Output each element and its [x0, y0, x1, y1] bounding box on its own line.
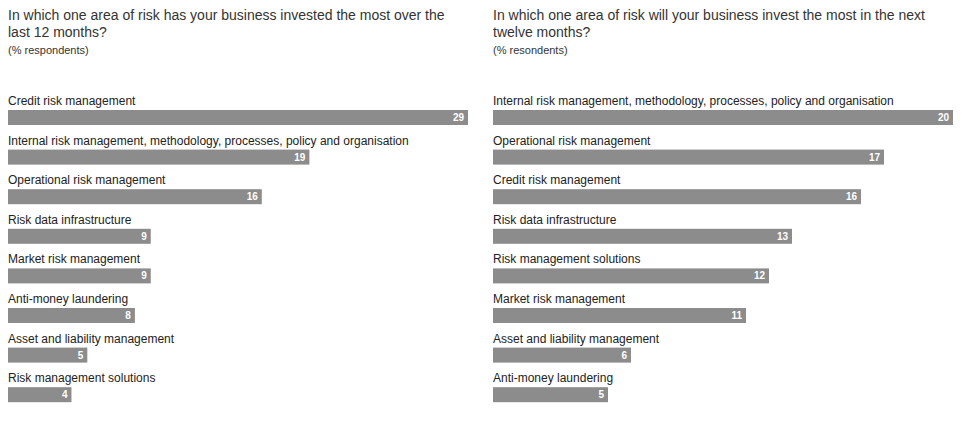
bar [8, 189, 262, 204]
title-line: last 12 months? [8, 24, 107, 40]
chart-canvas: In which one area of risk has your busin… [0, 0, 969, 422]
data-label: 4 [62, 389, 68, 400]
bar [8, 150, 309, 165]
category-label: Operational risk management [8, 173, 166, 187]
title-line: In which one area of risk has your busin… [8, 7, 445, 23]
category-label: Credit risk management [493, 173, 621, 187]
bar [493, 189, 861, 204]
data-labels: 20 17 16 13 12 11 6 5 [598, 112, 949, 400]
bar [493, 229, 792, 244]
chart-subtitle: (% resondents) [493, 44, 568, 56]
data-label: 13 [777, 231, 789, 242]
category-labels: Internal risk management, methodology, p… [493, 94, 894, 385]
data-label: 29 [453, 112, 465, 123]
category-label: Risk management solutions [493, 252, 640, 266]
chart-panel: In which one area of risk has your busin… [8, 7, 468, 402]
data-label: 12 [754, 270, 766, 281]
chart-subtitle: (% respondents) [8, 44, 89, 56]
category-label: Anti-money laundering [493, 371, 613, 385]
title-line: In which one area of risk will your busi… [493, 7, 925, 23]
category-label: Asset and liability management [493, 332, 660, 346]
data-label: 6 [621, 350, 627, 361]
chart-title: In which one area of risk will your busi… [493, 7, 925, 40]
category-label: Internal risk management, methodology, p… [8, 134, 409, 148]
bar [8, 229, 151, 244]
category-label: Market risk management [493, 292, 626, 306]
bar [8, 268, 151, 283]
data-label: 5 [78, 350, 84, 361]
data-label: 11 [731, 310, 742, 321]
category-label: Risk management solutions [8, 371, 155, 385]
data-label: 19 [294, 152, 306, 163]
bar [8, 348, 87, 363]
category-label: Market risk management [8, 252, 141, 266]
data-label: 16 [846, 191, 858, 202]
bar [493, 268, 769, 283]
bar [493, 348, 631, 363]
chart-title: In which one area of risk has your busin… [8, 7, 445, 40]
bar [493, 150, 884, 165]
bars [8, 110, 468, 402]
category-label: Anti-money laundering [8, 292, 128, 306]
data-label: 17 [869, 152, 881, 163]
bar [8, 308, 135, 323]
category-label: Risk data infrastructure [493, 213, 617, 227]
chart-panel: In which one area of risk will your busi… [493, 7, 953, 402]
category-label: Asset and liability management [8, 332, 175, 346]
category-label: Credit risk management [8, 94, 136, 108]
data-label: 9 [141, 270, 147, 281]
bars [493, 110, 953, 402]
category-label: Risk data infrastructure [8, 213, 132, 227]
bar [493, 308, 746, 323]
category-label: Internal risk management, methodology, p… [493, 94, 894, 108]
bar [8, 387, 71, 402]
bar [8, 110, 468, 125]
data-label: 8 [125, 310, 131, 321]
data-label: 20 [938, 112, 950, 123]
bar [493, 387, 608, 402]
title-line: twelve months? [493, 24, 590, 40]
bar [493, 110, 953, 125]
data-labels: 29 19 16 9 9 8 5 4 [62, 112, 465, 400]
data-label: 9 [141, 231, 147, 242]
data-label: 16 [247, 191, 259, 202]
data-label: 5 [598, 389, 604, 400]
category-label: Operational risk management [493, 134, 651, 148]
category-labels: Credit risk management Internal risk mana… [8, 94, 409, 385]
